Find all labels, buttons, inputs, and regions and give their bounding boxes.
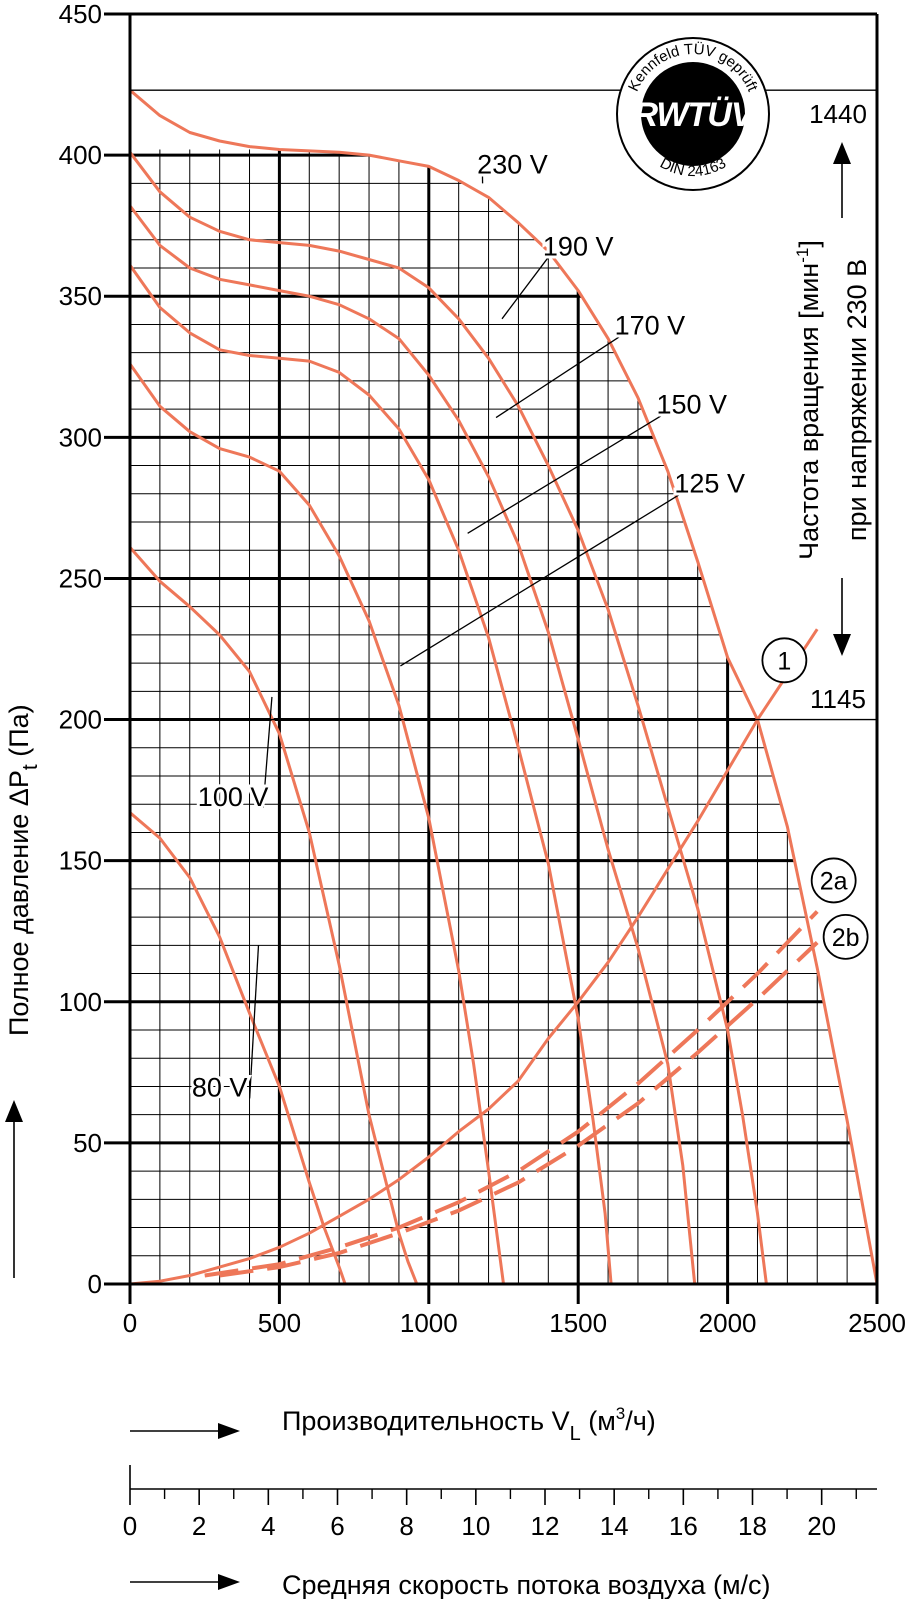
y-tick-label: 450 [59, 0, 102, 29]
curve-label-leader [502, 257, 548, 318]
x-tick-label: 2000 [699, 1308, 757, 1338]
x-axis-title: Производительность VL (м3/ч) [282, 1404, 656, 1445]
curve-100v [130, 547, 417, 1284]
y-axis-title: Полное давление ΔPt (Па) [4, 704, 42, 1036]
y-tick-label: 100 [59, 987, 102, 1017]
velocity-tick-label: 6 [330, 1511, 344, 1541]
y-tick-label: 350 [59, 281, 102, 311]
badge-brand-text: RWTÜV [633, 96, 756, 134]
circle-marker-label: 2b [832, 924, 860, 952]
x-axis-title-unit-sup: 3 [616, 1404, 625, 1423]
y-tick-label: 0 [88, 1269, 102, 1299]
x-tick-label: 1500 [549, 1308, 607, 1338]
y-axis-title-main: Полное давление ΔP [4, 770, 34, 1036]
pressure-arrow-head [5, 1100, 23, 1122]
curve-label-leader [496, 336, 620, 417]
speed-1145-label: 1145 [810, 684, 866, 714]
velocity-tick-label: 10 [461, 1511, 490, 1541]
curve-label-text: 170 V [615, 310, 686, 340]
velocity-tick-label: 16 [669, 1511, 698, 1541]
curve-80v [130, 813, 345, 1284]
speed-title-line1-post: ] [794, 240, 824, 248]
curve-2a [205, 912, 818, 1276]
y-axis-title-unit: (Па) [4, 704, 34, 764]
curve-150v [130, 265, 611, 1284]
curve-label-text: 150 V [656, 389, 727, 419]
x-axis-title-sub: L [570, 1423, 581, 1445]
curve-label-text: 125 V [674, 468, 745, 498]
speed-down-arrow-head [833, 634, 851, 656]
flow-arrow-head [218, 1423, 240, 1439]
curve-label-leader [250, 945, 259, 1098]
circle-marker-label: 1 [777, 647, 791, 675]
x-tick-label: 2500 [848, 1308, 906, 1338]
x-tick-label: 500 [258, 1308, 301, 1338]
velocity-tick-label: 18 [738, 1511, 767, 1541]
curves [130, 90, 877, 1284]
speed-title-line2: при напряжении 230 В [842, 259, 872, 541]
x-tick-label: 0 [123, 1308, 137, 1338]
curve-label-text: 80 V [192, 1072, 248, 1102]
velocity-tick-label: 12 [531, 1511, 560, 1541]
x-axis-title-main: Производительность V [282, 1406, 570, 1436]
curve-label-text: 100 V [198, 782, 269, 812]
y-tick-label: 150 [59, 846, 102, 876]
y-tick-label: 200 [59, 705, 102, 735]
x-axis-title-unit-pre: (м [581, 1406, 616, 1436]
curve-label-leader [468, 415, 662, 533]
velocity-tick-label: 4 [261, 1511, 275, 1541]
velocity-tick-label: 8 [399, 1511, 413, 1541]
circle-marker-label: 2a [820, 867, 848, 895]
velocity-tick-label: 0 [123, 1511, 137, 1541]
velocity-axis-title: Средняя скорость потока воздуха (м/с) [282, 1570, 771, 1599]
velocity-tick-label: 14 [600, 1511, 629, 1541]
curve-125v [130, 364, 504, 1284]
velocity-arrow-head [218, 1574, 240, 1590]
speed-1440-label: 1440 [809, 99, 867, 129]
speed-title-line1: Частота вращения [мин-1] [793, 240, 824, 560]
curve-label-text: 230 V [477, 150, 548, 180]
velocity-tick-label: 20 [807, 1511, 836, 1541]
x-axis-title-unit-post: /ч) [625, 1406, 656, 1436]
curve-170v [130, 206, 695, 1284]
velocity-tick-label: 2 [192, 1511, 206, 1541]
speed-up-arrow-head [833, 142, 851, 164]
y-tick-label: 300 [59, 422, 102, 452]
y-tick-label: 400 [59, 140, 102, 170]
speed-title-line1-main: Частота вращения [мин [794, 263, 824, 560]
y-tick-label: 250 [59, 563, 102, 593]
y-tick-label: 50 [73, 1128, 102, 1158]
x-tick-label: 1000 [400, 1308, 458, 1338]
curve-label-text: 190 V [543, 231, 614, 261]
curve-1 [130, 629, 817, 1284]
speed-title-line1-sup: -1 [793, 248, 812, 263]
